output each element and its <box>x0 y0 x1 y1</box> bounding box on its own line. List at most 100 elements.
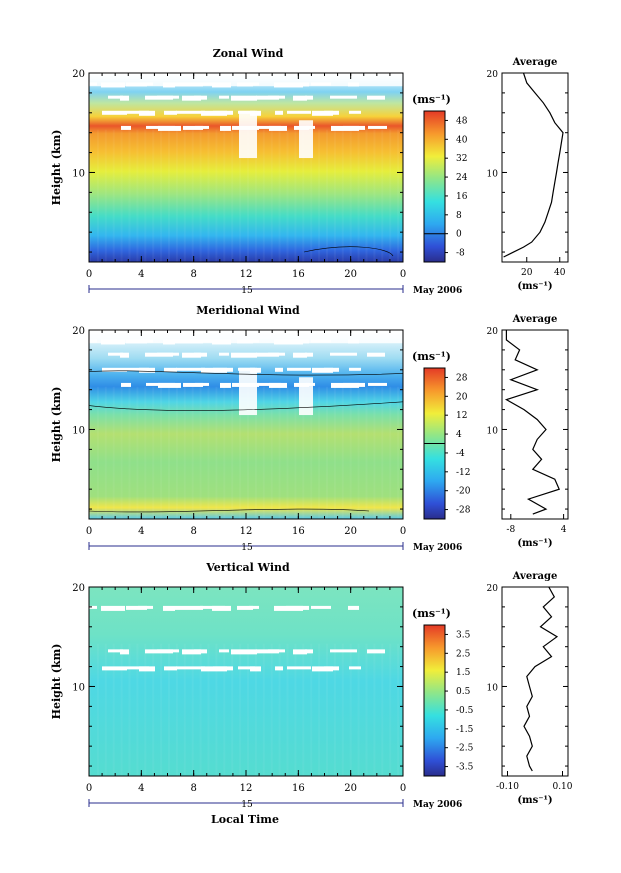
data-gap <box>158 382 181 388</box>
field-streak <box>120 129 123 262</box>
field-streak <box>349 129 352 262</box>
data-gap <box>108 649 123 653</box>
data-gap <box>158 125 181 131</box>
profile-x-tick-label: -0.10 <box>496 782 519 792</box>
data-gap <box>239 110 257 159</box>
profile-y-tick-label: 10 <box>487 169 499 179</box>
colorbar-tick-label: 4 <box>456 430 462 440</box>
x-tick-label: 12 <box>240 269 253 280</box>
data-gap <box>367 649 385 654</box>
data-gap <box>293 649 307 655</box>
data-gap <box>287 367 311 371</box>
field-streak <box>333 386 336 519</box>
data-gap <box>250 666 261 672</box>
x-tick-label: 0 <box>400 526 406 537</box>
data-gap <box>367 352 385 357</box>
data-gap <box>195 382 209 386</box>
field-streak <box>278 643 281 776</box>
y-tick-label: 10 <box>72 425 85 436</box>
data-gap <box>305 352 313 357</box>
field-streak <box>247 386 249 519</box>
data-gap <box>182 352 201 358</box>
data-gap <box>213 367 233 372</box>
field-streak <box>302 129 305 262</box>
field-streak <box>160 129 163 262</box>
field-streak <box>231 386 234 519</box>
data-gap <box>219 352 229 356</box>
field-streak <box>207 129 210 262</box>
field-streak <box>326 386 328 519</box>
data-gap <box>231 352 257 358</box>
field-streak <box>294 129 297 262</box>
profile-line <box>504 330 561 515</box>
data-gap <box>348 605 359 610</box>
data-gap <box>324 367 339 372</box>
field-streak <box>247 643 249 776</box>
x-tick-label: 8 <box>190 526 196 537</box>
data-gap <box>268 95 285 99</box>
data-gap <box>293 95 307 101</box>
field-streak <box>215 129 218 262</box>
field-streak <box>96 386 99 519</box>
y-tick-label: 20 <box>72 326 85 337</box>
date-label: May 2006 <box>413 286 462 296</box>
field-streak <box>136 386 139 519</box>
field-streak <box>223 386 226 519</box>
field-streak <box>389 643 392 776</box>
field-streak <box>270 386 273 519</box>
data-gap <box>102 367 127 372</box>
profile-line <box>523 586 559 772</box>
field-streak <box>152 386 155 519</box>
colorbar-unit-label: (ms⁻¹) <box>412 93 451 106</box>
field-streak <box>294 386 297 519</box>
colorbar <box>423 624 446 777</box>
field-streak <box>215 386 218 519</box>
field-streak <box>89 129 91 262</box>
field-streak <box>247 129 249 262</box>
field-streak <box>357 129 360 262</box>
field-streak <box>239 386 242 519</box>
field-streak <box>326 643 328 776</box>
y-axis-label: Height (km) <box>50 644 63 720</box>
heatmap-field <box>89 73 403 262</box>
data-gap <box>330 95 357 99</box>
data-gap <box>268 352 285 356</box>
data-gap <box>275 110 283 115</box>
field-streak <box>160 386 163 519</box>
panel-title: Zonal Wind <box>213 47 284 60</box>
colorbar-tick-label: 48 <box>456 116 468 126</box>
data-gap <box>287 110 311 114</box>
colorbar-tick-label: 0.5 <box>456 687 471 697</box>
data-gap <box>89 605 97 609</box>
panel-title: Vertical Wind <box>205 561 290 574</box>
x-tick-label: 0 <box>86 783 92 794</box>
field-streak <box>104 386 107 519</box>
field-streak <box>365 643 368 776</box>
field-streak <box>349 643 352 776</box>
field-streak <box>112 643 115 776</box>
data-gap <box>175 605 203 610</box>
profile-y-tick-label: 10 <box>487 426 499 436</box>
x-tick-label: 16 <box>292 269 305 280</box>
y-tick-label: 20 <box>72 69 85 80</box>
data-gap <box>121 382 131 387</box>
panel-title: Meridional Wind <box>196 304 300 317</box>
colorbar-tick-label: 1.5 <box>456 668 471 678</box>
panel-2: Meridional Wind 10 20 Height (km) 0 4 8 12 16 20 0… <box>50 304 569 553</box>
field-streak <box>207 643 210 776</box>
colorbar-tick-label: 20 <box>456 392 468 402</box>
colorbar-tick-label: 40 <box>456 135 468 145</box>
field-streak <box>373 386 376 519</box>
profile-y-tick-label: 20 <box>487 327 499 337</box>
colorbar-tick-label: 24 <box>456 173 468 183</box>
field-streak <box>144 129 147 262</box>
x-tick-label: 4 <box>138 269 144 280</box>
field-streak <box>191 129 194 262</box>
field-streak <box>397 386 400 519</box>
data-gap <box>120 649 129 655</box>
zero-contour <box>88 370 404 376</box>
x-tick-label: 0 <box>400 783 406 794</box>
y-axis-label: Height (km) <box>50 387 63 463</box>
x-tick-label: 12 <box>240 783 253 794</box>
